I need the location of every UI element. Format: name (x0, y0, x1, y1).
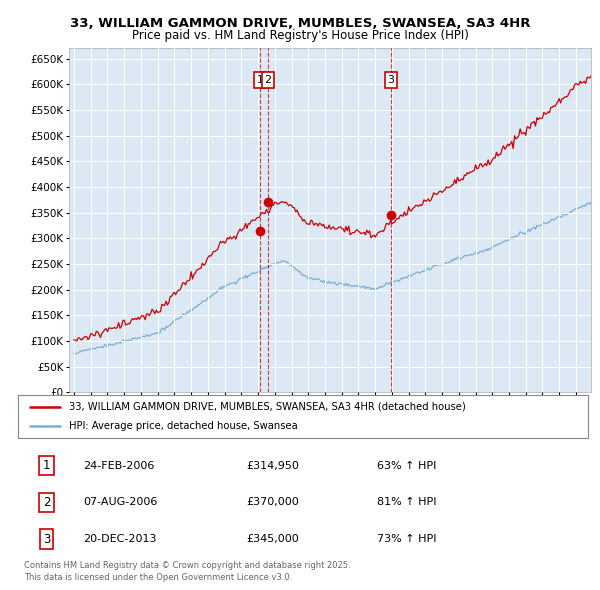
Text: 1: 1 (257, 75, 263, 85)
Text: Price paid vs. HM Land Registry's House Price Index (HPI): Price paid vs. HM Land Registry's House … (131, 30, 469, 42)
Text: 20-DEC-2013: 20-DEC-2013 (83, 534, 157, 544)
Text: 3: 3 (388, 75, 395, 85)
Text: 07-AUG-2006: 07-AUG-2006 (83, 497, 158, 507)
Text: 81% ↑ HPI: 81% ↑ HPI (377, 497, 437, 507)
Text: 33, WILLIAM GAMMON DRIVE, MUMBLES, SWANSEA, SA3 4HR (detached house): 33, WILLIAM GAMMON DRIVE, MUMBLES, SWANS… (70, 402, 466, 412)
Text: £345,000: £345,000 (246, 534, 299, 544)
Text: £314,950: £314,950 (246, 461, 299, 470)
Text: 24-FEB-2006: 24-FEB-2006 (83, 461, 155, 470)
Text: 2: 2 (265, 75, 272, 85)
Text: Contains HM Land Registry data © Crown copyright and database right 2025.
This d: Contains HM Land Registry data © Crown c… (24, 560, 350, 582)
Text: 63% ↑ HPI: 63% ↑ HPI (377, 461, 436, 470)
Text: HPI: Average price, detached house, Swansea: HPI: Average price, detached house, Swan… (70, 421, 298, 431)
Text: 1: 1 (43, 459, 50, 472)
Text: 73% ↑ HPI: 73% ↑ HPI (377, 534, 437, 544)
Text: 3: 3 (43, 533, 50, 546)
Text: £370,000: £370,000 (246, 497, 299, 507)
Text: 33, WILLIAM GAMMON DRIVE, MUMBLES, SWANSEA, SA3 4HR: 33, WILLIAM GAMMON DRIVE, MUMBLES, SWANS… (70, 17, 530, 30)
Text: 2: 2 (43, 496, 50, 509)
